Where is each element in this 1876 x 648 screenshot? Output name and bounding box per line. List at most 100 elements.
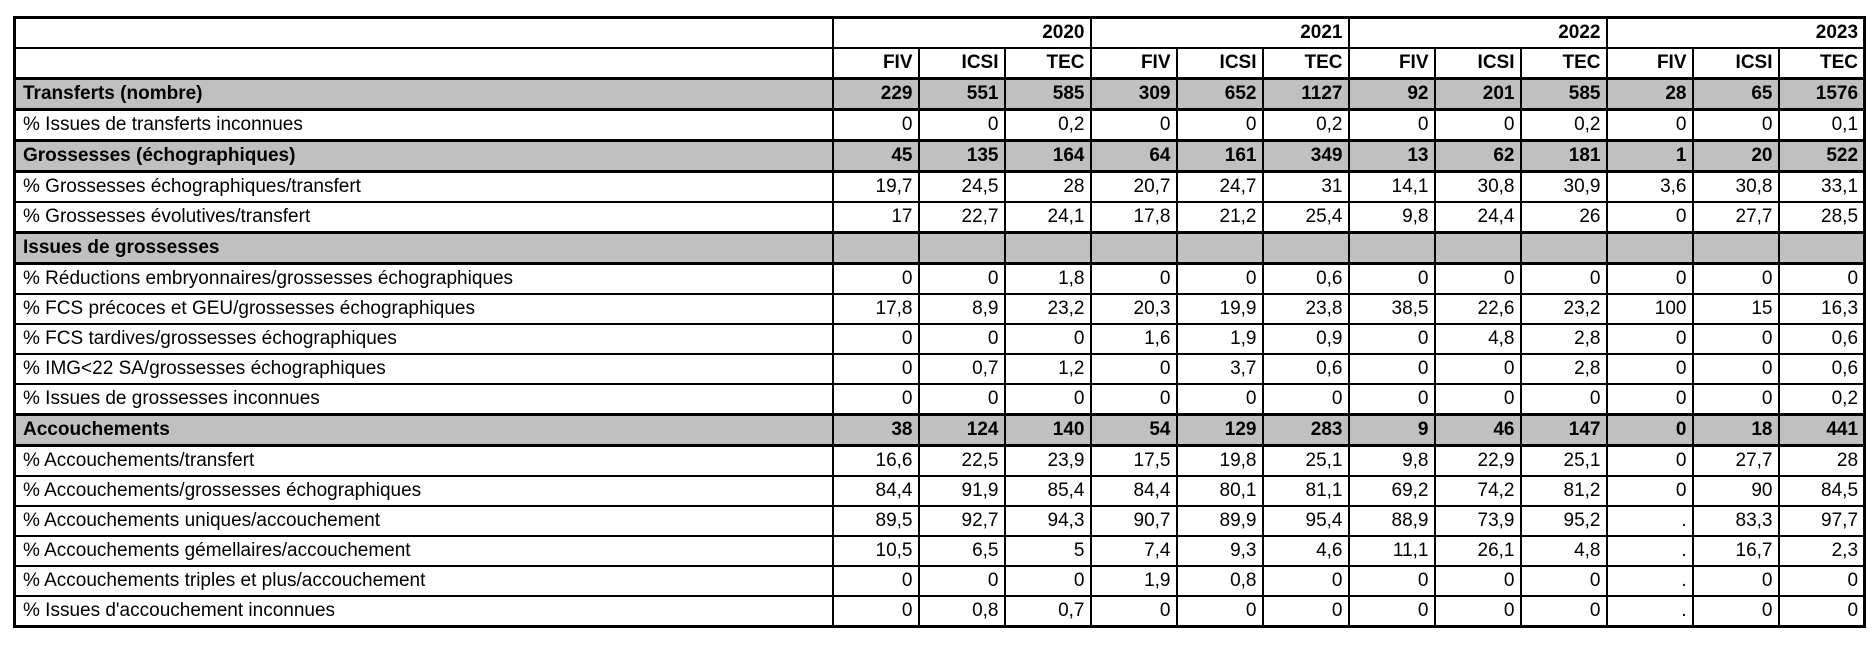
cell: 24,5 bbox=[917, 170, 1006, 203]
cell: 19,9 bbox=[1175, 293, 1264, 325]
cell: 0 bbox=[1347, 108, 1436, 142]
cell: 0 bbox=[1605, 108, 1694, 142]
cell: 147 bbox=[1519, 413, 1608, 447]
cell: 84,4 bbox=[1089, 475, 1178, 507]
cell: 23,9 bbox=[1003, 444, 1092, 477]
cell: 81,1 bbox=[1261, 475, 1350, 507]
cell: 181 bbox=[1519, 139, 1608, 173]
cell: 0 bbox=[917, 323, 1006, 355]
cell: 0 bbox=[1605, 413, 1694, 447]
cell: 17,8 bbox=[1089, 201, 1178, 234]
cell: 0,2 bbox=[1003, 108, 1092, 142]
cell: 9,3 bbox=[1175, 535, 1264, 567]
cell: 0 bbox=[1605, 444, 1694, 477]
cell: 1 bbox=[1605, 139, 1694, 173]
method-header: TEC bbox=[1519, 47, 1608, 80]
table-row: % Issues d'accouchement inconnues 0 0,8 0,7… bbox=[13, 595, 1866, 628]
cell: 27,7 bbox=[1691, 444, 1780, 477]
method-header: ICSI bbox=[1433, 47, 1522, 80]
row-label: % FCS tardives/grossesses échographiques bbox=[13, 323, 834, 355]
cell: 0 bbox=[831, 323, 920, 355]
cell: 26 bbox=[1519, 201, 1608, 234]
cell: 0 bbox=[1175, 108, 1264, 142]
cell: . bbox=[1605, 535, 1694, 567]
row-label: Grossesses (échographiques) bbox=[13, 139, 834, 173]
cell: 0 bbox=[1691, 565, 1780, 597]
cell: 45 bbox=[831, 139, 920, 173]
cell: 24,7 bbox=[1175, 170, 1264, 203]
cell: 0 bbox=[1691, 262, 1780, 295]
cell: 1,2 bbox=[1003, 353, 1092, 385]
cell: 0 bbox=[1691, 383, 1780, 416]
cell: 0 bbox=[1433, 262, 1522, 295]
cell: 0 bbox=[1691, 595, 1780, 628]
cell: 0,6 bbox=[1261, 262, 1350, 295]
cell: 73,9 bbox=[1433, 505, 1522, 537]
cell bbox=[1777, 231, 1866, 265]
cell: 28 bbox=[1605, 77, 1694, 111]
cell: 22,5 bbox=[917, 444, 1006, 477]
cell: 0 bbox=[1519, 565, 1608, 597]
cell: 0 bbox=[1691, 353, 1780, 385]
cell: 97,7 bbox=[1777, 505, 1866, 537]
cell: 95,4 bbox=[1261, 505, 1350, 537]
cell: 309 bbox=[1089, 77, 1178, 111]
cell bbox=[1691, 231, 1780, 265]
table-row: % Grossesses évolutives/transfert 17 22,7 2… bbox=[13, 201, 1866, 234]
cell: 0,8 bbox=[1175, 565, 1264, 597]
cell: 161 bbox=[1175, 139, 1264, 173]
row-label: % Issues de grossesses inconnues bbox=[13, 383, 834, 416]
cell: 17 bbox=[831, 201, 920, 234]
row-label: % Accouchements gémellaires/accouchement bbox=[13, 535, 834, 567]
cell: 283 bbox=[1261, 413, 1350, 447]
cell: 0 bbox=[917, 383, 1006, 416]
cell: 1,9 bbox=[1175, 323, 1264, 355]
cell: 84,5 bbox=[1777, 475, 1866, 507]
year-header-0: 2020 bbox=[831, 16, 1092, 49]
results-table: 2020 2021 2022 2023 FIV ICSI TEC FIV ICSI TEC FIV I… bbox=[13, 16, 1867, 628]
cell: 6,5 bbox=[917, 535, 1006, 567]
cell: 74,2 bbox=[1433, 475, 1522, 507]
cell: 0 bbox=[1261, 595, 1350, 628]
row-label: % Grossesses évolutives/transfert bbox=[13, 201, 834, 234]
cell: 0 bbox=[1519, 383, 1608, 416]
cell: 229 bbox=[831, 77, 920, 111]
cell: 95,2 bbox=[1519, 505, 1608, 537]
cell: 4,8 bbox=[1519, 535, 1608, 567]
cell: 2,8 bbox=[1519, 353, 1608, 385]
cell: 25,1 bbox=[1519, 444, 1608, 477]
cell: 0 bbox=[1777, 595, 1866, 628]
cell: 28,5 bbox=[1777, 201, 1866, 234]
cell: 5 bbox=[1003, 535, 1092, 567]
cell: 349 bbox=[1261, 139, 1350, 173]
cell: 16,3 bbox=[1777, 293, 1866, 325]
cell: 9,8 bbox=[1347, 201, 1436, 234]
cell: 23,8 bbox=[1261, 293, 1350, 325]
cell: 129 bbox=[1175, 413, 1264, 447]
section-row: Grossesses (échographiques) 45 135 164 64 161… bbox=[13, 139, 1866, 173]
cell: 69,2 bbox=[1347, 475, 1436, 507]
cell: 54 bbox=[1089, 413, 1178, 447]
table-row: % Accouchements/transfert 16,6 22,5 23,9 17,… bbox=[13, 444, 1866, 477]
year-header-row: 2020 2021 2022 2023 bbox=[13, 16, 1866, 49]
cell: 38,5 bbox=[1347, 293, 1436, 325]
cell: 65 bbox=[1691, 77, 1780, 111]
cell: 0 bbox=[1433, 383, 1522, 416]
report-page: 2020 2021 2022 2023 FIV ICSI TEC FIV ICSI TEC FIV I… bbox=[13, 16, 1867, 628]
cell: 16,7 bbox=[1691, 535, 1780, 567]
cell: 30,8 bbox=[1433, 170, 1522, 203]
table-row: % IMG<22 SA/grossesses échographiques 0 0,… bbox=[13, 353, 1866, 385]
cell: 3,6 bbox=[1605, 170, 1694, 203]
cell: 24,4 bbox=[1433, 201, 1522, 234]
cell: 14,1 bbox=[1347, 170, 1436, 203]
table-row: % FCS tardives/grossesses échographiques… bbox=[13, 323, 1866, 355]
cell: 17,8 bbox=[831, 293, 920, 325]
cell: 11,1 bbox=[1347, 535, 1436, 567]
cell: 0 bbox=[917, 108, 1006, 142]
cell: 135 bbox=[917, 139, 1006, 173]
cell: 9 bbox=[1347, 413, 1436, 447]
cell: 85,4 bbox=[1003, 475, 1092, 507]
cell: 13 bbox=[1347, 139, 1436, 173]
year-header-3: 2023 bbox=[1605, 16, 1866, 49]
cell: 0 bbox=[1433, 108, 1522, 142]
